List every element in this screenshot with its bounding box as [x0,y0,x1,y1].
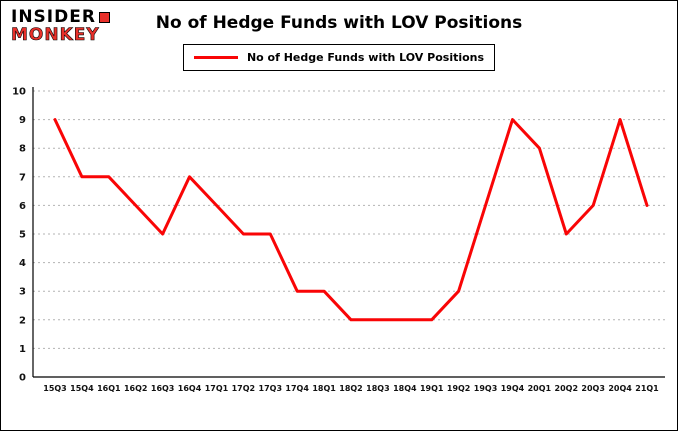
svg-text:1: 1 [19,344,26,355]
svg-text:20Q4: 20Q4 [608,384,632,393]
page-title: No of Hedge Funds with LOV Positions [155,13,523,33]
title-block: No of Hedge Funds with LOV Positions No … [1,1,677,71]
svg-text:16Q4: 16Q4 [178,384,202,393]
svg-text:16Q1: 16Q1 [97,384,121,393]
svg-text:18Q1: 18Q1 [312,384,336,393]
svg-text:4: 4 [19,258,26,269]
svg-text:17Q2: 17Q2 [232,384,256,393]
svg-text:10: 10 [12,87,26,98]
svg-text:17Q1: 17Q1 [205,384,229,393]
svg-text:3: 3 [19,287,26,298]
svg-text:16Q3: 16Q3 [151,384,175,393]
svg-text:15Q3: 15Q3 [43,384,67,393]
svg-text:19Q4: 19Q4 [501,384,525,393]
logo-word-insider: INSIDER [11,7,96,27]
logo-text-insider: INSIDER [11,7,110,27]
svg-text:17Q4: 17Q4 [285,384,309,393]
svg-text:20Q1: 20Q1 [528,384,552,393]
line-chart: 0 1 2 3 4 5 6 7 8 9 10 15Q3 15Q4 16Q1 16Q2 16Q3 16Q4 17Q1… [12,87,665,393]
svg-text:19Q1: 19Q1 [420,384,444,393]
svg-text:2: 2 [19,315,26,326]
svg-text:18Q4: 18Q4 [393,384,417,393]
svg-text:18Q2: 18Q2 [339,384,363,393]
legend-line-swatch-icon [193,56,238,59]
svg-text:7: 7 [19,172,26,183]
svg-text:5: 5 [19,230,26,241]
svg-text:17Q3: 17Q3 [259,384,283,393]
insider-monkey-logo: INSIDER MONKEY [11,7,110,45]
logo-text-monkey: MONKEY [11,24,100,45]
svg-text:18Q3: 18Q3 [366,384,390,393]
svg-text:16Q2: 16Q2 [124,384,148,393]
svg-text:21Q1: 21Q1 [635,384,659,393]
legend-label: No of Hedge Funds with LOV Positions [246,51,485,64]
svg-text:0: 0 [19,373,26,384]
svg-text:20Q2: 20Q2 [555,384,579,393]
svg-text:20Q3: 20Q3 [581,384,605,393]
svg-text:8: 8 [19,144,26,155]
svg-text:19Q3: 19Q3 [474,384,498,393]
legend: No of Hedge Funds with LOV Positions [182,44,496,71]
svg-text:15Q4: 15Q4 [70,384,94,393]
svg-text:19Q2: 19Q2 [447,384,471,393]
logo-red-block-icon [98,12,110,24]
svg-text:6: 6 [19,201,26,212]
svg-text:9: 9 [19,115,26,126]
